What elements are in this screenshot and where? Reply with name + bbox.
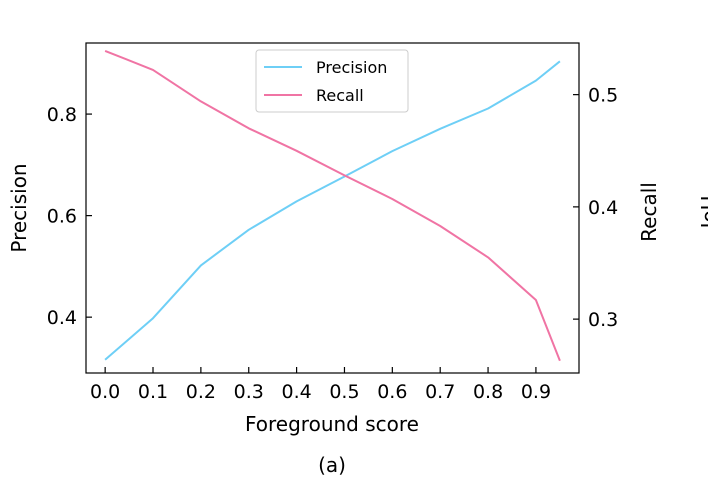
legend-label-precision: Precision xyxy=(316,58,387,77)
x-tick-label: 0.1 xyxy=(138,381,168,403)
series-line-recall xyxy=(104,49,561,362)
x-tick-label: 0.6 xyxy=(377,381,407,403)
ticks-layer: 0.0 0.1 0.2 0.3 0.4 0.5 0.6 0.7 0.8 0.9 0.4 0.6 0.8 0… xyxy=(47,85,618,403)
y-right-tick-label: 0.5 xyxy=(588,85,618,107)
legend-label-recall: Recall xyxy=(316,86,364,105)
series-layer xyxy=(104,49,561,362)
y-axis-title-left: Precision xyxy=(7,163,31,252)
x-tick-label: 0.5 xyxy=(329,381,359,403)
legend-frame xyxy=(255,49,409,113)
y-left-tick-label: 0.6 xyxy=(47,206,77,228)
y-left-tick-label: 0.8 xyxy=(47,104,77,126)
x-tick-label: 0.2 xyxy=(186,381,216,403)
x-tick-label: 0.0 xyxy=(90,381,120,403)
x-axis-title: Foreground score xyxy=(245,412,419,436)
x-tick-label: 0.4 xyxy=(281,381,311,403)
y-right-tick-label: 0.4 xyxy=(588,197,618,219)
x-tick-label: 0.8 xyxy=(473,381,503,403)
legend: Precision Recall xyxy=(255,49,409,113)
x-tick-label: 0.7 xyxy=(425,381,455,403)
y-right-tick-label: 0.3 xyxy=(588,309,618,331)
x-tick-label: 0.9 xyxy=(521,381,551,403)
y-axis-title-right: Recall xyxy=(637,182,661,242)
y-axis-title-iou-clipped: IoU xyxy=(697,196,708,229)
plot-frame xyxy=(85,42,580,374)
chart-caption: (a) xyxy=(318,453,346,477)
y-left-tick-label: 0.4 xyxy=(47,307,77,329)
x-tick-label: 0.3 xyxy=(234,381,264,403)
